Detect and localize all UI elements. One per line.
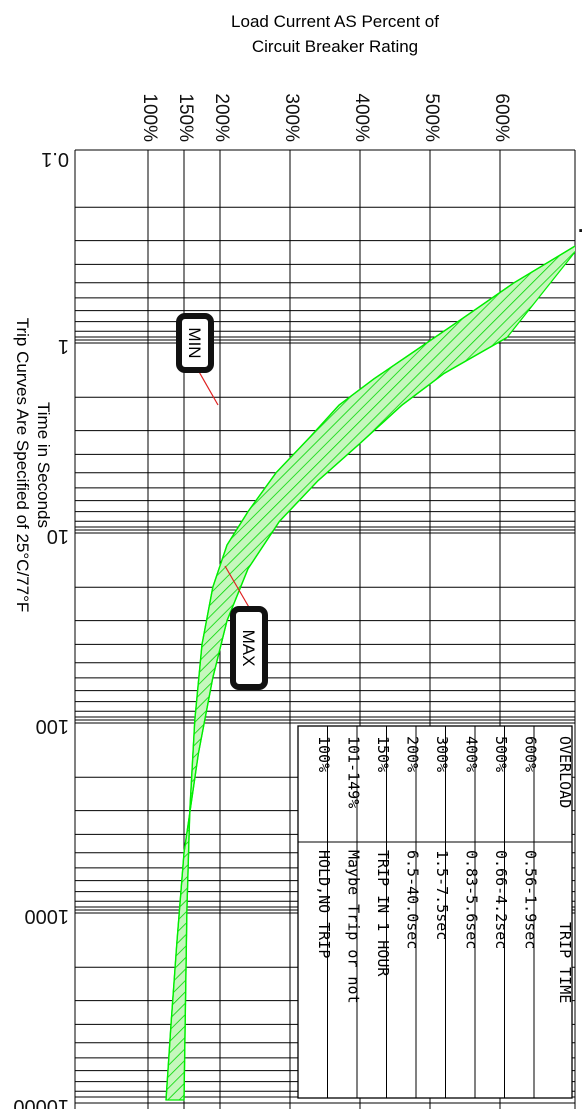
table-cell-trip-time: 0.56-1.9sec	[521, 850, 539, 949]
y-tick-label: 100%	[139, 93, 160, 142]
x-tick-label: 1	[58, 335, 69, 357]
axis-label-time: Time in Seconds	[34, 402, 53, 528]
overload-table: OVERLOAD TRIP TIME 600% 0.56-1.9sec 500% 0.66…	[297, 725, 574, 1099]
table-cell-overload: 100%	[315, 736, 333, 772]
x-tick-label: 10000	[13, 1095, 69, 1109]
table-cell-overload: 500%	[492, 736, 510, 772]
axis-label-spec: Trip Curves Are Specified of 25°C/77°F	[13, 318, 32, 613]
tick-labels: 100% 150% 200% 300% 400% 500% 600% 0.1 1 10 100 100…	[13, 93, 512, 1109]
table-cell-trip-time: Maybe Trip or not	[344, 850, 362, 1004]
table-cell-overload: 150%	[374, 736, 392, 772]
max-callout-box	[230, 606, 268, 690]
max-callout-label: MAX	[239, 630, 258, 667]
table-cell-overload: 200%	[403, 736, 421, 772]
table-cell-overload: 600%	[521, 736, 539, 772]
callouts: MIN MAX.	[176, 216, 583, 690]
chart-title-line-2: Circuit Breaker Rating	[252, 37, 418, 56]
table-cell-trip-time: HOLD,NO TRIP	[315, 850, 333, 958]
min-callout-label: MIN	[185, 327, 204, 358]
x-tick-label: 0.1	[41, 148, 69, 170]
x-tick-label: 100	[36, 715, 69, 737]
min-curve	[183, 245, 575, 1101]
table-cell-trip-time: 1.5-7.5sec	[433, 850, 451, 940]
table-cell-trip-time: 0.83-5.6sec	[462, 850, 480, 949]
y-tick-label: 200%	[211, 93, 232, 142]
y-tick-label: 500%	[421, 93, 442, 142]
table-cell-overload: 300%	[433, 736, 451, 772]
max-curve	[165, 336, 508, 1101]
max-callout-leader	[224, 565, 251, 610]
table-cell-trip-time: TRIP IN 1 HOUR	[374, 850, 392, 977]
table-cell-overload: 101-149%	[344, 736, 362, 808]
edge-mark: .	[578, 216, 583, 237]
table-cell-trip-time: 6.5-40.0sec	[403, 850, 421, 949]
x-tick-label: 10	[47, 525, 69, 547]
table-cell-trip-time: 0.66-4.2sec	[492, 850, 510, 949]
y-tick-label: 150%	[175, 93, 196, 142]
min-callout-leader	[197, 369, 219, 406]
chart-title-line-1: Load Current AS Percent of	[231, 12, 439, 31]
table-frame	[297, 725, 573, 1099]
y-tick-label: 400%	[351, 93, 372, 142]
table-cell-overload: 400%	[462, 736, 480, 772]
y-tick-label: 600%	[491, 93, 512, 142]
y-tick-label: 300%	[281, 93, 302, 142]
min-callout-box	[176, 313, 214, 373]
table-header-overload: OVERLOAD	[556, 736, 574, 808]
x-tick-label: 1000	[25, 905, 70, 927]
table-header-trip-time: TRIP TIME	[556, 922, 574, 1003]
trip-band	[165, 245, 575, 1101]
